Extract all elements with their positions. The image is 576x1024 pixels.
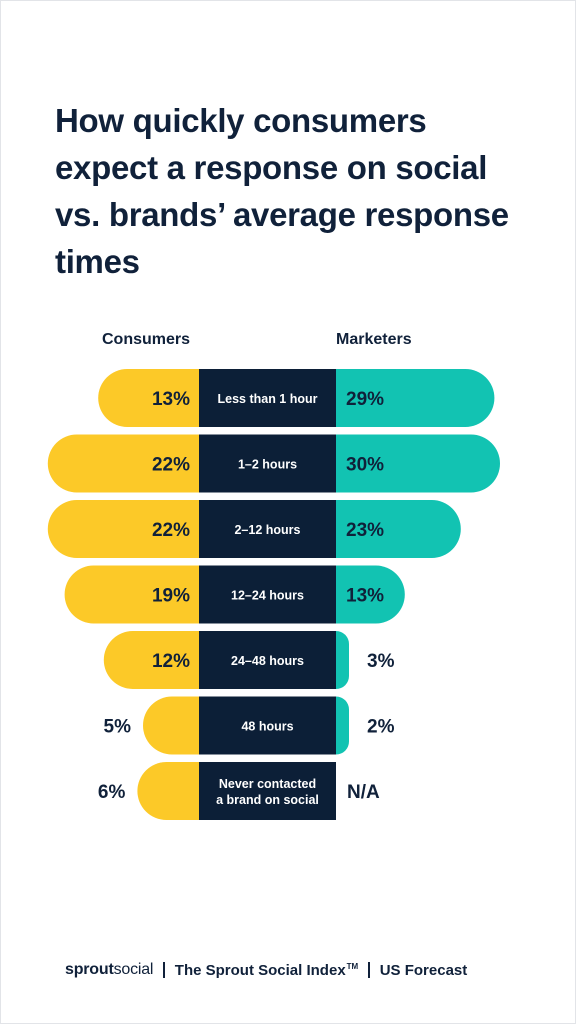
- category-block: [199, 500, 336, 558]
- legend-marketers: Marketers: [336, 331, 412, 348]
- data-label-marketers: 13%: [346, 586, 384, 607]
- data-label-consumers: 19%: [152, 586, 190, 607]
- category-label: Less than 1 hour: [217, 392, 317, 406]
- bar-consumers: [103, 631, 199, 689]
- data-label-marketers: 23%: [346, 520, 384, 541]
- data-label-marketers: 2%: [367, 717, 395, 738]
- data-label-consumers: 12%: [152, 651, 190, 672]
- footer-forecast: US Forecast: [379, 961, 468, 979]
- category-label: 2–12 hours: [234, 523, 300, 537]
- data-label-marketers: 3%: [367, 651, 395, 672]
- bar-marketers: [336, 565, 405, 624]
- category-label: 1–2 hours: [238, 458, 297, 472]
- category-block: [199, 434, 336, 493]
- data-label-marketers: 30%: [346, 455, 384, 476]
- bar-marketers: [336, 500, 461, 558]
- diverging-bar-chart: 13% Less than 1 hour 29% 22% 1–2 hours 30% 22%…: [47, 369, 500, 820]
- category-block: [199, 696, 336, 755]
- bar-consumers: [137, 762, 199, 820]
- legend-consumers: Consumers: [102, 331, 191, 348]
- footer-index-title: The Sprout Social IndexTM: [174, 961, 359, 979]
- bar-marketers: [336, 696, 349, 755]
- category-label: 12–24 hours: [231, 589, 304, 603]
- category-block: [199, 369, 336, 427]
- bar-consumers: [98, 369, 199, 427]
- chart-title: How quickly consumers expect a response …: [55, 102, 509, 280]
- category-label: Never contacted: [219, 777, 316, 791]
- footer-divider: [163, 962, 165, 978]
- data-label-consumers: 13%: [152, 389, 190, 410]
- data-label-marketers: N/A: [347, 782, 380, 803]
- category-block: [199, 762, 336, 820]
- footer-divider: [368, 962, 370, 978]
- data-label-marketers: 29%: [346, 389, 384, 410]
- data-label-consumers: 5%: [104, 717, 132, 738]
- data-label-consumers: 6%: [98, 782, 126, 803]
- footer: sproutsocial The Sprout Social IndexTM U…: [65, 959, 467, 981]
- bar-consumers: [64, 565, 199, 624]
- bar-marketers: [336, 434, 500, 493]
- data-label-consumers: 22%: [152, 520, 190, 541]
- bar-marketers: [336, 369, 495, 427]
- sprout-social-logo: sproutsocial: [65, 961, 154, 978]
- bar-consumers: [47, 500, 199, 558]
- data-label-consumers: 22%: [152, 455, 190, 476]
- category-block: [199, 565, 336, 624]
- bar-consumers: [47, 434, 199, 493]
- bar-consumers: [143, 696, 199, 755]
- category-label: a brand on social: [216, 793, 319, 807]
- category-block: [199, 631, 336, 689]
- bar-marketers: [336, 631, 349, 689]
- category-label: 48 hours: [241, 720, 293, 734]
- category-label: 24–48 hours: [231, 654, 304, 668]
